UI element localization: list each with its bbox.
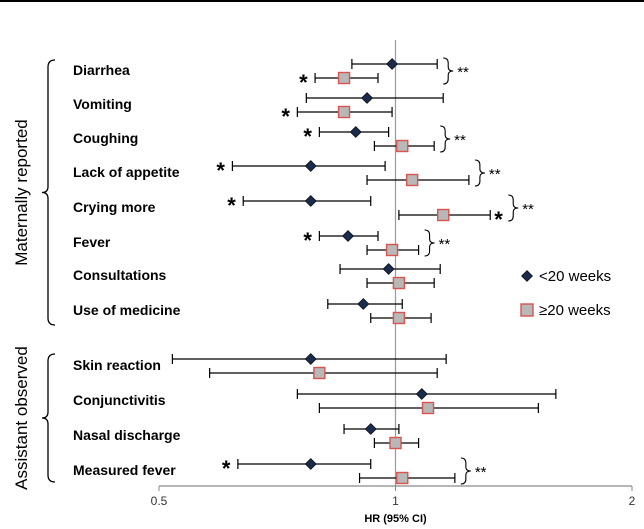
x-tick-label: 2: [629, 494, 636, 508]
category-label-lack-of-appetite: Lack of appetite: [73, 164, 180, 180]
interaction-brace-measured-fever: [460, 457, 471, 485]
legend-label-ge20: ≥20 weeks: [539, 302, 611, 319]
point-ge20-nasal-discharge: [389, 436, 402, 450]
interaction-brace-diarrhea: [443, 57, 454, 85]
group-label-assistant-observed: Assistant observed: [12, 346, 31, 490]
point-lt20-consultations: [382, 263, 395, 275]
significance-star-lt20-coughing: *: [303, 124, 312, 149]
category-label-measured-fever: Measured fever: [73, 462, 176, 478]
point-ge20-vomiting: [337, 105, 351, 119]
point-ge20-crying-more: [436, 208, 450, 222]
significance-star-lt20-crying-more: *: [227, 193, 236, 218]
point-lt20-measured-fever: [304, 458, 317, 470]
interaction-brace-fever: [424, 229, 435, 257]
confidence-intervals: [171, 59, 557, 483]
significance-star-lt20-measured-fever: *: [222, 456, 231, 481]
legend: <20 weeks ≥20 weeks: [520, 268, 611, 319]
point-ge20-consultations: [392, 276, 406, 290]
significance-star-lt20-fever: *: [303, 228, 312, 253]
category-label-coughing: Coughing: [73, 130, 138, 146]
category-label-conjunctivitis: Conjunctivitis: [73, 392, 166, 408]
point-estimates: [304, 58, 450, 485]
interaction-marker-measured-fever: **: [475, 464, 487, 481]
significance-star-ge20-diarrhea: *: [299, 70, 308, 95]
point-lt20-coughing: [349, 126, 362, 138]
significance-markers: ********************: [216, 57, 534, 485]
top-border: [0, 0, 644, 2]
interaction-marker-coughing: **: [454, 132, 466, 149]
group-bracket-maternally-reported: [41, 59, 56, 326]
interaction-brace-coughing: [440, 125, 451, 153]
x-axis: 0.5 1 2 HR (95% CI): [151, 485, 636, 525]
point-ge20-measured-fever: [396, 471, 409, 485]
category-label-nasal-discharge: Nasal discharge: [73, 427, 181, 443]
category-label-diarrhea: Diarrhea: [73, 62, 130, 78]
point-ge20-use-of-medicine: [392, 311, 406, 325]
category-label-consultations: Consultations: [73, 267, 167, 283]
category-labels: Diarrhea Vomiting Coughing Lack of appetite…: [73, 62, 181, 478]
category-label-vomiting: Vomiting: [73, 96, 132, 112]
interaction-marker-lack-of-appetite: **: [489, 166, 501, 183]
interaction-marker-diarrhea: **: [457, 64, 469, 81]
significance-star-ge20-vomiting: *: [281, 104, 290, 129]
point-ge20-fever: [385, 243, 399, 257]
point-lt20-skin-reaction: [304, 353, 317, 365]
point-lt20-lack-of-appetite: [304, 160, 317, 172]
point-lt20-use-of-medicine: [357, 298, 370, 310]
point-ge20-conjunctivitis: [421, 401, 435, 415]
point-lt20-fever: [342, 230, 354, 242]
x-tick-label: 1: [392, 494, 399, 508]
x-axis-label: HR (95% CI): [364, 513, 427, 525]
point-lt20-vomiting: [361, 92, 373, 104]
interaction-marker-fever: **: [439, 236, 451, 253]
point-lt20-diarrhea: [386, 58, 398, 70]
point-ge20-skin-reaction: [313, 366, 326, 380]
point-ge20-lack-of-appetite: [405, 173, 419, 187]
category-label-fever: Fever: [73, 234, 111, 250]
interaction-marker-crying-more: **: [522, 201, 534, 218]
category-label-use-of-medicine: Use of medicine: [73, 302, 181, 318]
point-ge20-diarrhea: [337, 71, 351, 85]
category-label-skin-reaction: Skin reaction: [73, 357, 161, 373]
significance-star-ge20-crying-more: *: [494, 207, 503, 232]
point-ge20-coughing: [396, 139, 409, 153]
interaction-brace-crying-more: [508, 194, 519, 222]
legend-label-lt20: <20 weeks: [539, 268, 611, 285]
group-label-maternally-reported: Maternally reported: [12, 119, 31, 265]
point-lt20-crying-more: [304, 195, 317, 207]
legend-marker-ge20: [520, 303, 534, 317]
x-tick-label: 0.5: [151, 494, 168, 508]
group-bracket-assistant-observed: [41, 353, 56, 483]
interaction-brace-lack-of-appetite: [474, 159, 485, 187]
significance-star-lt20-lack-of-appetite: *: [216, 158, 225, 183]
point-lt20-nasal-discharge: [364, 423, 377, 435]
legend-marker-lt20: [521, 270, 533, 282]
point-lt20-conjunctivitis: [415, 388, 428, 400]
group-labels: Maternally reported Assistant observed: [12, 59, 56, 490]
category-label-crying-more: Crying more: [73, 199, 156, 215]
